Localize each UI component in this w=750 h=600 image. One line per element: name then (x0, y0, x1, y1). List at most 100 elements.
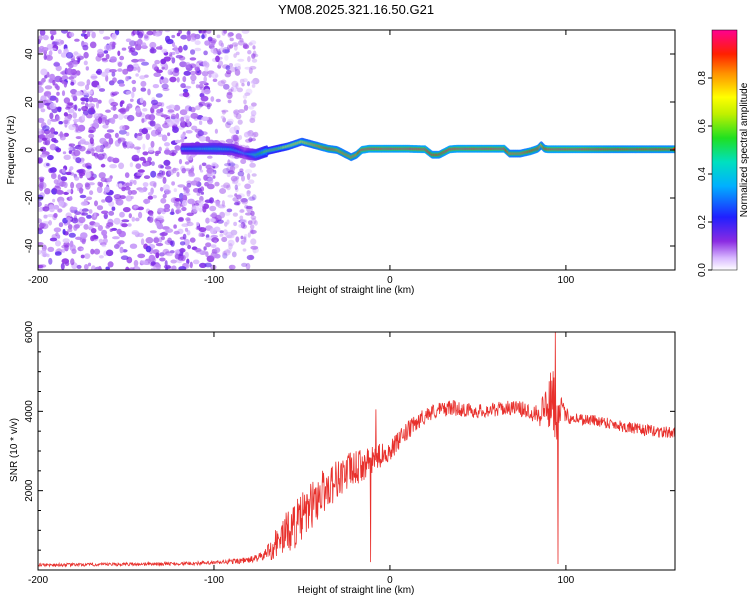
noise-speckle (83, 264, 89, 270)
noise-speckle (95, 145, 103, 153)
noise-speckle (91, 31, 96, 39)
noise-speckle (150, 261, 156, 266)
noise-speckle (108, 137, 114, 145)
noise-speckle (154, 32, 161, 37)
noise-speckle (53, 213, 58, 218)
noise-speckle (101, 57, 108, 61)
noise-speckle (93, 119, 99, 125)
noise-speckle (88, 143, 93, 150)
top-x-tick-label: -200 (28, 275, 48, 286)
noise-speckle (38, 117, 45, 123)
noise-speckle (231, 251, 237, 258)
noise-speckle (55, 97, 59, 103)
noise-speckle (184, 227, 189, 232)
noise-speckle (88, 126, 96, 133)
noise-speckle (145, 245, 152, 253)
noise-speckle (89, 137, 94, 145)
noise-speckle (211, 162, 218, 167)
noise-speckle (44, 188, 51, 195)
noise-speckle (143, 175, 151, 180)
noise-speckle (85, 84, 90, 91)
noise-speckle (157, 207, 164, 213)
noise-speckle (206, 103, 211, 110)
snr-panel: -200 -100 0 100 2000 4000 6000 Height of stra… (9, 320, 676, 596)
noise-speckle (105, 119, 110, 126)
noise-speckle (140, 238, 145, 246)
noise-speckle (40, 154, 47, 158)
noise-speckle (235, 51, 240, 56)
noise-speckle (250, 210, 255, 217)
noise-speckle (90, 235, 95, 242)
noise-speckle (103, 213, 109, 219)
noise-speckle (214, 128, 218, 134)
noise-speckle (94, 200, 98, 207)
noise-speckle (121, 219, 130, 223)
noise-speckle (212, 50, 218, 55)
colorbar-tick-label: 0.2 (697, 215, 708, 229)
noise-speckle (125, 141, 133, 147)
noise-speckle (198, 164, 202, 171)
noise-speckle (178, 158, 183, 165)
noise-speckle (78, 216, 86, 224)
noise-speckle (58, 200, 64, 207)
noise-speckle (87, 262, 92, 267)
noise-speckle (234, 137, 240, 144)
noise-speckle (107, 261, 114, 268)
noise-speckle (194, 47, 202, 52)
noise-speckle (131, 91, 135, 99)
noise-speckle (173, 230, 180, 235)
noise-speckle (208, 218, 215, 222)
noise-speckle (238, 135, 243, 140)
noise-speckle (251, 102, 257, 107)
noise-speckle (102, 36, 111, 40)
noise-speckle (220, 184, 229, 188)
bottom-y-tick-label: 6000 (24, 320, 35, 343)
noise-speckle (68, 150, 73, 154)
noise-speckle (215, 55, 220, 63)
noise-speckle (70, 188, 74, 195)
noise-speckle (246, 254, 255, 261)
noise-speckle (228, 243, 233, 250)
noise-speckle (228, 88, 233, 93)
noise-speckle (125, 266, 130, 270)
noise-speckle (194, 66, 200, 72)
noise-speckle (111, 71, 116, 77)
noise-speckle (223, 83, 230, 90)
noise-speckle (162, 77, 169, 84)
noise-speckle (191, 33, 198, 41)
noise-speckle (238, 109, 246, 114)
noise-speckle (186, 221, 194, 227)
noise-speckle (74, 38, 80, 42)
noise-speckle (74, 176, 80, 181)
noise-speckle (155, 150, 161, 155)
noise-speckle (127, 223, 132, 227)
noise-speckle (72, 112, 78, 119)
noise-speckle (221, 109, 229, 113)
noise-speckle (198, 227, 207, 233)
noise-speckle (234, 63, 241, 68)
noise-speckle (89, 190, 94, 196)
noise-speckle (158, 164, 164, 169)
noise-speckle (91, 97, 99, 103)
noise-speckle (69, 166, 74, 171)
noise-speckle (220, 42, 224, 48)
noise-speckle (244, 233, 248, 239)
noise-speckle (179, 248, 186, 253)
noise-speckle (38, 264, 44, 269)
noise-speckle (188, 156, 193, 161)
noise-speckle (118, 83, 125, 87)
noise-speckle (216, 34, 221, 39)
noise-speckle (71, 248, 77, 255)
noise-speckle (80, 33, 86, 37)
noise-speckle (204, 65, 209, 73)
noise-speckle (171, 119, 180, 126)
noise-speckle (167, 109, 175, 113)
noise-speckle (152, 84, 160, 89)
noise-speckle (222, 49, 230, 53)
noise-speckle (66, 62, 73, 66)
noise-speckle (129, 40, 136, 47)
noise-speckle (219, 233, 224, 237)
noise-speckle (161, 231, 168, 236)
noise-speckle (253, 220, 258, 226)
noise-speckle (78, 139, 87, 145)
